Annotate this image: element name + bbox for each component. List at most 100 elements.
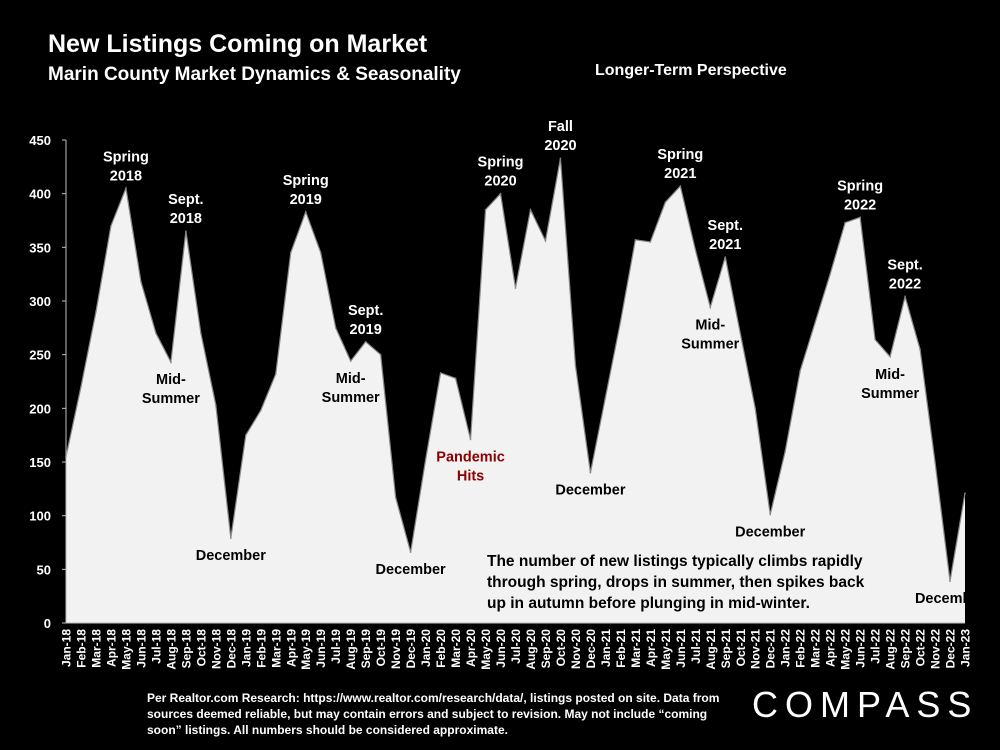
data-point [919, 348, 921, 351]
x-tick-label: Mar-21 [629, 629, 643, 668]
annotation-label: Mid- Summer [322, 371, 380, 406]
x-tick-label: Sep-20 [539, 629, 553, 669]
annotation-line: Sept. [168, 192, 203, 208]
annotation-line: Pandemic [436, 449, 505, 465]
annotation-line: Spring [657, 147, 703, 163]
x-tick-label: Feb-18 [74, 629, 88, 668]
perspective-label: Longer-Term Perspective [595, 62, 787, 79]
x-tick-label: Jul-21 [689, 629, 703, 664]
x-tick-label: Jun-18 [134, 629, 148, 668]
annotation-label: Spring 2022 [837, 178, 883, 213]
x-tick-label: Mar-19 [269, 629, 283, 668]
x-tick-label: Apr-22 [824, 629, 838, 667]
annotation-line: Hits [457, 468, 484, 484]
data-point [110, 225, 112, 227]
data-point [724, 256, 727, 258]
annotation-label: December [196, 548, 266, 564]
y-tick-label: 450 [29, 133, 51, 148]
data-point [259, 409, 262, 412]
annotation-line: 2022 [844, 197, 876, 213]
x-tick-label: Jul-19 [329, 629, 343, 664]
annotation-label: Mid- Summer [681, 317, 739, 352]
compass-logo: COMPASS [752, 684, 979, 725]
data-point [125, 187, 127, 190]
data-point [394, 496, 397, 499]
data-point [664, 201, 667, 204]
x-tick-label: Apr-21 [644, 629, 658, 667]
x-tick-label: Jun-20 [494, 629, 508, 668]
x-tick-label: Dec-22 [944, 629, 958, 669]
annotation-line: 2018 [170, 211, 202, 227]
annotation-label: December [555, 483, 625, 499]
x-tick-label: Jan-23 [959, 629, 973, 667]
x-tick-label: Apr-19 [284, 629, 298, 667]
data-point [274, 373, 277, 375]
x-tick-label: Nov-22 [929, 629, 943, 669]
annotation-line: Spring [837, 178, 883, 194]
data-point [679, 185, 682, 187]
data-point [379, 353, 382, 356]
annotation-line: 2021 [709, 237, 741, 253]
data-point [484, 208, 487, 211]
x-tick-label: Jan-22 [779, 629, 793, 667]
data-point [499, 192, 502, 195]
annotation-label: Pandemic Hits [436, 449, 505, 484]
x-tick-label: Oct-18 [194, 629, 208, 667]
y-tick-label: 50 [37, 562, 51, 577]
data-point [245, 434, 247, 436]
annotation-line: Spring [103, 149, 149, 165]
annotation-label: Spring 2020 [478, 155, 524, 190]
data-point [889, 356, 891, 358]
x-tick-label: May-21 [659, 629, 673, 670]
data-point [904, 295, 906, 298]
annotation-line: Mid- [875, 367, 905, 383]
annotation-line: Summer [681, 336, 739, 352]
x-tick-label: Oct-22 [914, 629, 928, 667]
annotation-line: Mid- [695, 317, 725, 333]
data-point [514, 287, 517, 289]
data-point [604, 396, 607, 399]
data-point [829, 273, 831, 275]
annotation-line: Sept. [887, 258, 922, 274]
data-point [709, 306, 712, 309]
x-tick-label: Jan-18 [60, 629, 74, 667]
x-tick-label: Mar-20 [449, 629, 463, 668]
data-point [424, 459, 427, 461]
x-tick-label: Sep-19 [359, 629, 373, 669]
data-point [200, 332, 202, 335]
annotation-line: December [555, 483, 625, 499]
x-tick-label: May-19 [299, 629, 313, 670]
data-point [799, 369, 801, 372]
annotation-label: Mid- Summer [861, 367, 919, 402]
data-point [754, 407, 757, 410]
x-tick-label: May-20 [479, 629, 493, 670]
x-tick-label: Dec-20 [584, 629, 598, 669]
x-tick-label: Feb-19 [254, 629, 268, 668]
annotation-label: Mid- Summer [142, 372, 200, 407]
annotation-label: December [376, 562, 446, 578]
annotation-line: December [735, 525, 805, 541]
annotation-label: December [735, 525, 805, 541]
x-tick-label: May-22 [839, 629, 853, 670]
annotation-line: 2019 [290, 192, 322, 208]
annotation-line: Mid- [336, 371, 366, 387]
data-point [454, 377, 457, 380]
data-point [95, 310, 97, 313]
annotation-line: Spring [283, 173, 329, 189]
x-tick-label: Jan-21 [599, 629, 613, 667]
x-tick-label: Nov-19 [389, 629, 403, 669]
annotation-line: Summer [142, 391, 200, 407]
data-point [559, 157, 562, 160]
x-tick-label: Sep-18 [179, 629, 193, 669]
annotation-label: Spring 2021 [657, 147, 703, 182]
annotation-line: Summer [861, 386, 919, 402]
x-tick-label: Jul-18 [149, 629, 163, 664]
x-tick-label: Aug-21 [704, 629, 718, 670]
annotation-label: Sept. 2018 [168, 192, 203, 227]
x-tick-label: Jun-21 [674, 629, 688, 668]
data-point [185, 230, 187, 233]
data-point [334, 327, 337, 329]
annotation-line: Spring [478, 155, 524, 171]
x-tick-label: Oct-19 [374, 629, 388, 667]
